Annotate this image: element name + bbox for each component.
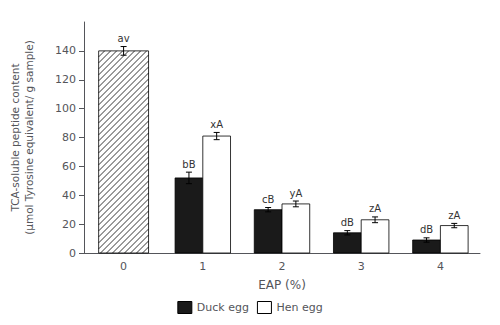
svg-text:0: 0 [69, 247, 76, 260]
svg-text:dB: dB [341, 217, 354, 228]
svg-text:cB: cB [262, 194, 274, 205]
svg-text:yA: yA [289, 188, 302, 199]
svg-text:(µmol Tyrosine equivalent/ g s: (µmol Tyrosine equivalent/ g sample) [23, 40, 35, 235]
svg-text:60: 60 [62, 160, 76, 173]
svg-text:zA: zA [369, 203, 381, 214]
svg-text:40: 40 [62, 189, 76, 202]
svg-text:xA: xA [210, 119, 223, 130]
svg-text:3: 3 [358, 260, 365, 273]
svg-text:100: 100 [55, 102, 76, 115]
svg-text:2: 2 [279, 260, 286, 273]
svg-text:20: 20 [62, 218, 76, 231]
svg-text:120: 120 [55, 73, 76, 86]
svg-text:zA: zA [448, 210, 460, 221]
svg-text:av: av [118, 33, 130, 44]
svg-text:Hen egg: Hen egg [276, 301, 322, 314]
svg-text:dB: dB [420, 224, 433, 235]
svg-text:EAP (%): EAP (%) [258, 278, 306, 292]
svg-text:TCA-soluble peptide content: TCA-soluble peptide content [9, 63, 21, 212]
svg-text:80: 80 [62, 131, 76, 144]
svg-text:1: 1 [199, 260, 206, 273]
svg-text:bB: bB [182, 159, 195, 170]
svg-text:140: 140 [55, 44, 76, 57]
svg-text:Duck egg: Duck egg [197, 301, 249, 314]
svg-text:4: 4 [437, 260, 444, 273]
svg-text:0: 0 [120, 260, 127, 273]
